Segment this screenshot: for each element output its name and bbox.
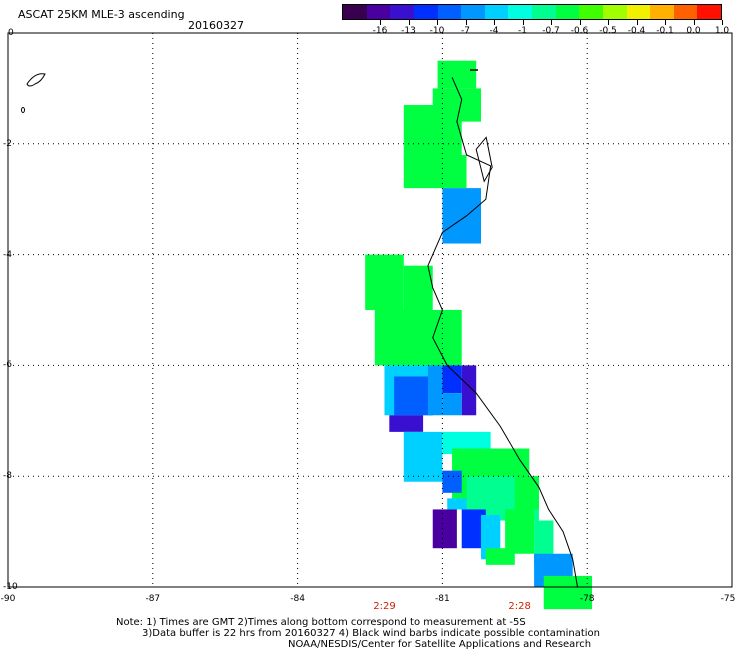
- wind-cell: [505, 509, 535, 554]
- colorbar-swatch: [650, 5, 674, 19]
- longitude-label: -87: [145, 594, 161, 604]
- colorbar-label: 1.0: [714, 26, 730, 36]
- wind-cell: [447, 498, 477, 510]
- pass-time-label: 2:28: [508, 601, 531, 612]
- colorbar-label: -1: [518, 26, 527, 36]
- colorbar-label: -0.7: [542, 26, 560, 36]
- wind-cell: [514, 476, 539, 510]
- longitude-label: -75: [720, 594, 736, 604]
- coastline: [427, 77, 579, 588]
- wind-cell: [389, 415, 424, 432]
- colorbar-swatch: [484, 5, 509, 19]
- colorbar-swatch: [579, 5, 603, 19]
- map-frame: [7, 32, 733, 588]
- latitude-label: -10: [3, 582, 18, 592]
- colorbar-swatch: [366, 5, 391, 19]
- colorbar-swatch: [437, 5, 462, 19]
- colorbar-tick: [408, 20, 410, 25]
- colorbar-label: -13: [401, 26, 416, 36]
- colorbar-label: -4: [489, 26, 499, 36]
- colorbar-tick: [722, 20, 723, 25]
- colorbar-swatch: [626, 5, 651, 19]
- gulf-of-guayaquil: [475, 136, 493, 183]
- latitude-label: -4: [3, 249, 12, 260]
- wind-cell: [442, 470, 462, 493]
- colorbar-swatch: [343, 5, 367, 19]
- longitude-label: -78: [579, 594, 595, 604]
- wind-cell: [432, 509, 457, 549]
- island-outline: [26, 73, 46, 87]
- latitude-label: 0: [8, 28, 14, 38]
- wind-cell: [365, 254, 404, 310]
- colorbar-tick: [522, 20, 524, 25]
- wind-cell: [403, 431, 443, 482]
- colorbar-tick: [693, 20, 695, 25]
- colorbar-tick: [465, 20, 467, 25]
- wind-cell: [394, 376, 433, 416]
- colorbar-tick: [437, 20, 438, 25]
- wind-cell: [442, 365, 462, 394]
- longitude-label: -81: [435, 594, 450, 604]
- longitude-label: -84: [290, 594, 305, 604]
- note-line-3: NOAA/NESDIS/Center for Satellite Applica…: [288, 639, 592, 650]
- colorbar-label: -10: [429, 26, 445, 36]
- wind-cell: [461, 365, 477, 416]
- colorbar-tick: [579, 20, 581, 25]
- colorbar-tick: [665, 20, 666, 25]
- colorbar-label: -0.4: [627, 26, 646, 36]
- wind-cell: [437, 60, 477, 89]
- colorbar-tick: [551, 20, 552, 25]
- latitude-label: -2: [3, 138, 12, 149]
- wind-cell: [485, 548, 515, 565]
- colorbar: [342, 4, 722, 20]
- latitude-label: -6: [3, 360, 12, 371]
- note-line-1: Note: 1) Times are GMT 2)Times along bot…: [116, 617, 526, 628]
- wind-cell: [442, 393, 462, 416]
- pass-time-label: 2:29: [373, 601, 396, 612]
- latitude-label: -8: [3, 471, 12, 482]
- colorbar-label: -0.5: [599, 26, 617, 36]
- longitude-label: -90: [0, 594, 16, 604]
- colorbar-label: -0.1: [656, 26, 674, 36]
- colorbar-label: -16: [372, 26, 388, 36]
- product-title: ASCAT 25KM MLE-3 ascending: [18, 8, 185, 21]
- colorbar-tick: [494, 20, 495, 25]
- colorbar-swatch: [413, 5, 438, 19]
- note-line-2: 3)Data buffer is 22 hrs from 20160327 4)…: [142, 628, 600, 639]
- colorbar-swatch: [390, 5, 414, 19]
- colorbar-label: 0.0: [686, 26, 701, 36]
- colorbar-swatch: [673, 5, 698, 19]
- colorbar-swatch: [532, 5, 556, 19]
- wind-cell: [403, 105, 462, 161]
- colorbar-label: -7: [461, 26, 470, 36]
- colorbar-swatch: [697, 5, 721, 19]
- colorbar-tick: [380, 20, 381, 25]
- island-outline: [21, 107, 25, 113]
- colorbar-label: -0.6: [570, 26, 589, 36]
- wind-cell: [427, 365, 443, 416]
- colorbar-tick: [608, 20, 609, 25]
- colorbar-swatch: [461, 5, 485, 19]
- wind-cell: [442, 188, 482, 244]
- wind-cell: [403, 154, 467, 189]
- colorbar-swatch: [602, 5, 627, 19]
- wind-cell: [398, 354, 438, 366]
- colorbar-swatch: [555, 5, 580, 19]
- wind-cell: [543, 575, 593, 610]
- product-date: 20160327: [188, 19, 244, 32]
- colorbar-tick: [636, 20, 638, 25]
- colorbar-swatch: [508, 5, 532, 19]
